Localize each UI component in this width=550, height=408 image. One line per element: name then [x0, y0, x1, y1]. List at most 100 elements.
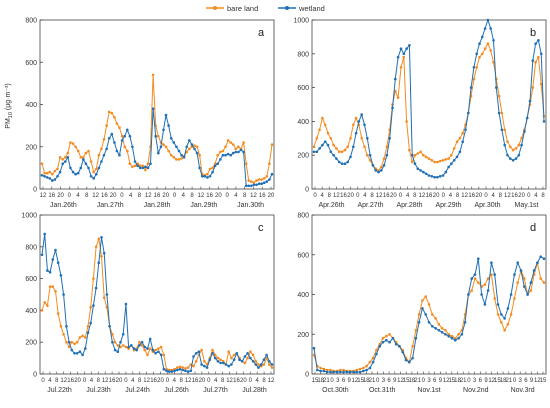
data-point [113, 115, 116, 119]
data-point [184, 369, 187, 373]
data-point [374, 169, 378, 172]
data-point [167, 124, 170, 127]
data-point [503, 317, 506, 320]
data-point [110, 111, 114, 115]
x-tick-label: 4 [129, 193, 133, 199]
data-point [84, 162, 88, 165]
data-point [94, 245, 98, 249]
data-point [146, 166, 150, 170]
data-point [250, 184, 253, 188]
data-point [259, 363, 263, 366]
x-tick-label: 20 [116, 378, 123, 384]
data-point [224, 153, 227, 157]
data-point [430, 159, 434, 162]
y-tick-label: 400 [25, 308, 37, 315]
data-point [162, 353, 166, 357]
data-point [219, 361, 222, 365]
data-point [232, 353, 236, 357]
y-tick-label: 800 [297, 51, 309, 58]
data-point [396, 55, 400, 59]
date-label: Jul.23th [86, 387, 111, 394]
y-tick-label: 0 [305, 372, 309, 379]
x-tick-label: 0 [356, 193, 360, 199]
data-point [391, 336, 395, 340]
data-point [408, 360, 411, 364]
data-point [360, 137, 364, 140]
x-tick-label: 12 [40, 193, 47, 199]
data-point [450, 162, 453, 165]
x-tick-label: 4 [449, 193, 453, 199]
data-point [265, 180, 269, 183]
data-point [396, 96, 400, 99]
data-point [87, 166, 90, 170]
y-tick-label: 0 [305, 187, 309, 194]
data-point [237, 150, 240, 154]
data-point [464, 128, 467, 132]
data-point [84, 336, 87, 339]
data-point [447, 157, 450, 160]
y-tick-label: 400 [297, 292, 309, 299]
data-point [381, 336, 385, 340]
data-point [490, 261, 493, 265]
series-bare-land [312, 42, 546, 172]
data-point [222, 361, 225, 365]
x-tick-label: 12 [443, 378, 450, 384]
data-point [270, 143, 274, 146]
plot-frame [39, 214, 275, 375]
data-point [368, 159, 372, 162]
x-tick-label: 4 [320, 193, 324, 199]
data-point [424, 155, 428, 159]
data-point [335, 147, 338, 150]
data-point [325, 370, 329, 374]
data-point [120, 139, 124, 142]
data-point [193, 147, 196, 151]
x-tick-label: 3 [519, 378, 523, 384]
x-tick-label: 8 [190, 193, 194, 199]
x-tick-label: 21 [414, 378, 421, 384]
data-point [523, 130, 526, 133]
data-point [509, 313, 513, 316]
data-point [231, 143, 235, 146]
x-tick-label: 4 [76, 193, 80, 199]
data-point [229, 141, 232, 144]
legend-wetland-label: wetland [298, 4, 325, 13]
data-point [89, 321, 92, 325]
data-point [366, 153, 369, 157]
data-point [40, 253, 44, 257]
data-point [194, 360, 198, 363]
data-point [216, 153, 219, 157]
data-point [203, 360, 206, 363]
series-line [313, 256, 545, 373]
x-tick-label: 0 [527, 193, 531, 199]
data-point [107, 110, 111, 114]
data-point [352, 123, 355, 127]
data-point [470, 289, 474, 292]
series-line [314, 18, 545, 178]
data-point [493, 273, 497, 276]
data-point [92, 170, 95, 174]
data-point [62, 293, 65, 296]
data-point [213, 356, 217, 360]
data-point [486, 289, 490, 292]
x-tick-label: 0 [513, 378, 517, 384]
x-tick-label: 16 [426, 193, 433, 199]
data-point [433, 175, 436, 179]
data-point [54, 248, 57, 252]
data-point [164, 113, 168, 117]
data-point [121, 333, 125, 336]
x-tick-label: 0 [442, 193, 446, 199]
data-point [539, 52, 543, 56]
data-point [265, 353, 268, 357]
series-wetland [312, 255, 546, 374]
x-tick-label: 20 [110, 193, 117, 199]
data-point [385, 334, 388, 338]
data-point [454, 338, 457, 342]
x-tick-label: 0 [225, 193, 229, 199]
data-point [86, 325, 90, 328]
data-point [175, 158, 178, 161]
data-point [424, 172, 428, 176]
data-point [506, 323, 510, 326]
data-point [146, 353, 149, 357]
panel-letter: a [258, 27, 265, 39]
data-point [219, 150, 222, 154]
